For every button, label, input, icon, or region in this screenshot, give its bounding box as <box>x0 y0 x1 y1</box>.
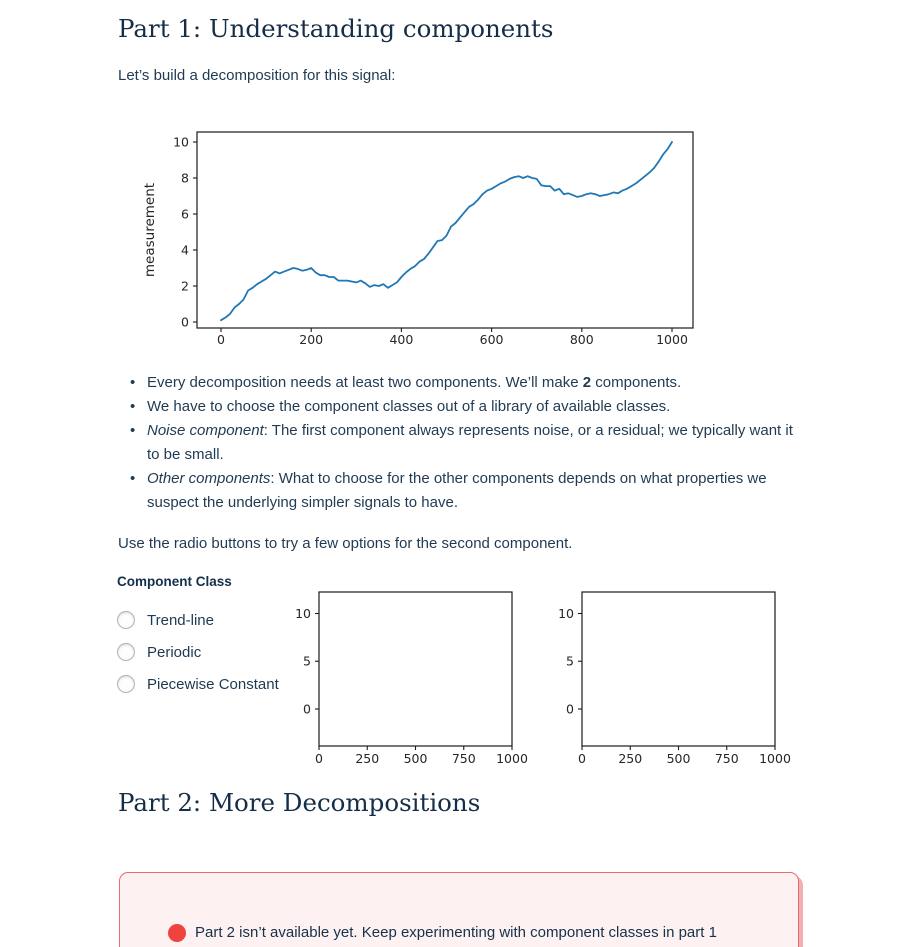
part1-heading: Part 1: Understanding components <box>118 14 554 43</box>
radio-button-icon[interactable] <box>117 611 135 629</box>
svg-text:4: 4 <box>181 242 189 257</box>
svg-text:5: 5 <box>566 654 574 669</box>
bullet-item: Every decomposition needs at least two c… <box>118 371 802 395</box>
part2-unavailable-callout: Part 2 isn’t available yet. Keep experim… <box>119 872 799 947</box>
callout-text: Part 2 isn’t available yet. Keep experim… <box>195 924 717 941</box>
bullet-item: Noise component: The first component alw… <box>118 419 802 467</box>
svg-text:10: 10 <box>295 606 311 621</box>
svg-text:750: 750 <box>452 751 476 766</box>
component-class-label: Component Class <box>117 574 232 589</box>
svg-text:measurement: measurement <box>142 183 158 277</box>
bullet-item: We have to choose the component classes … <box>118 395 802 419</box>
svg-text:6: 6 <box>181 206 189 221</box>
bullet-list: Every decomposition needs at least two c… <box>118 371 802 515</box>
svg-text:0: 0 <box>181 314 189 329</box>
instruction-text: Use the radio buttons to try a few optio… <box>118 535 573 552</box>
radio-group: Trend-line Periodic Piecewise Constant <box>117 604 317 700</box>
svg-text:1000: 1000 <box>656 332 688 347</box>
radio-option-periodic[interactable]: Periodic <box>117 636 317 668</box>
svg-text:5: 5 <box>303 654 311 669</box>
svg-text:2: 2 <box>181 278 189 293</box>
radio-button-icon[interactable] <box>117 643 135 661</box>
svg-text:400: 400 <box>389 332 413 347</box>
svg-text:250: 250 <box>618 751 642 766</box>
svg-text:0: 0 <box>315 751 323 766</box>
radio-option-piecewise-constant[interactable]: Piecewise Constant <box>117 668 317 700</box>
red-circle-icon <box>168 924 186 942</box>
radio-button-icon[interactable] <box>117 675 135 693</box>
callout-row: Part 2 isn’t available yet. Keep experim… <box>168 922 750 944</box>
svg-text:10: 10 <box>558 606 574 621</box>
svg-text:200: 200 <box>299 332 323 347</box>
radio-option-trend-line[interactable]: Trend-line <box>117 604 317 636</box>
svg-text:500: 500 <box>667 751 691 766</box>
svg-text:600: 600 <box>480 332 504 347</box>
svg-text:8: 8 <box>181 170 189 185</box>
svg-text:1000: 1000 <box>759 751 791 766</box>
signal-chart: 0 2 4 6 8 10 0 200 400 600 800 1000 measurement <box>142 131 694 347</box>
svg-text:10: 10 <box>173 134 189 149</box>
svg-text:500: 500 <box>404 751 428 766</box>
svg-text:0: 0 <box>566 701 574 716</box>
bullet-item: Other components: What to choose for the… <box>118 467 802 515</box>
svg-text:750: 750 <box>715 751 739 766</box>
svg-text:1000: 1000 <box>496 751 528 766</box>
intro-text: Let’s build a decomposition for this sig… <box>118 67 396 84</box>
component-chart-left: 0 5 10 0 250 500 750 1000 <box>295 591 528 766</box>
svg-text:0: 0 <box>217 332 225 347</box>
svg-text:250: 250 <box>355 751 379 766</box>
part2-heading: Part 2: More Decompositions <box>118 788 481 817</box>
svg-text:800: 800 <box>570 332 594 347</box>
component-chart-right: 0 5 10 0 250 500 750 1000 <box>558 591 791 766</box>
svg-text:0: 0 <box>578 751 586 766</box>
svg-text:0: 0 <box>303 701 311 716</box>
